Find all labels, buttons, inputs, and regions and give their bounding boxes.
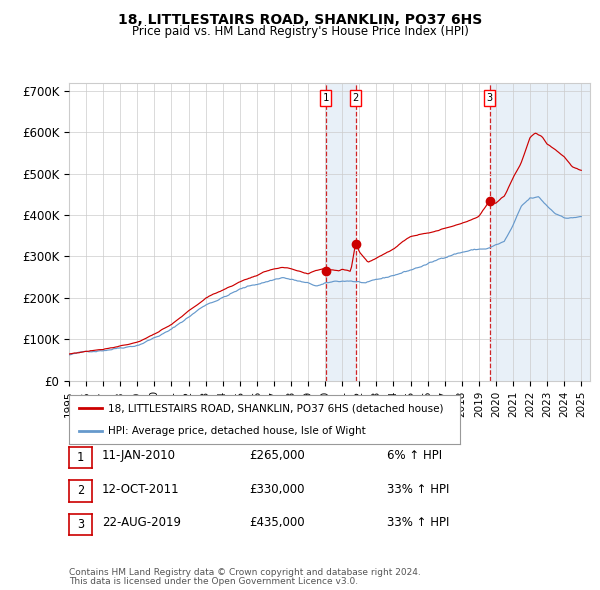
Text: £435,000: £435,000 [249,516,305,529]
Text: 22-AUG-2019: 22-AUG-2019 [102,516,181,529]
Text: 2: 2 [353,93,359,103]
Text: 3: 3 [487,93,493,103]
Text: Contains HM Land Registry data © Crown copyright and database right 2024.: Contains HM Land Registry data © Crown c… [69,568,421,577]
Text: 18, LITTLESTAIRS ROAD, SHANKLIN, PO37 6HS (detached house): 18, LITTLESTAIRS ROAD, SHANKLIN, PO37 6H… [108,404,443,414]
Text: £265,000: £265,000 [249,449,305,462]
Text: 6% ↑ HPI: 6% ↑ HPI [387,449,442,462]
Text: Price paid vs. HM Land Registry's House Price Index (HPI): Price paid vs. HM Land Registry's House … [131,25,469,38]
Bar [490,83,590,381]
Text: 18, LITTLESTAIRS ROAD, SHANKLIN, PO37 6HS: 18, LITTLESTAIRS ROAD, SHANKLIN, PO37 6H… [118,13,482,27]
Text: HPI: Average price, detached house, Isle of Wight: HPI: Average price, detached house, Isle… [108,425,366,435]
Text: 33% ↑ HPI: 33% ↑ HPI [387,516,449,529]
Text: 33% ↑ HPI: 33% ↑ HPI [387,483,449,496]
Text: £330,000: £330,000 [249,483,305,496]
Text: This data is licensed under the Open Government Licence v3.0.: This data is licensed under the Open Gov… [69,578,358,586]
Text: 1: 1 [77,451,84,464]
Bar [326,83,356,381]
Text: 3: 3 [77,518,84,531]
Text: 12-OCT-2011: 12-OCT-2011 [102,483,179,496]
Text: 11-JAN-2010: 11-JAN-2010 [102,449,176,462]
Text: 1: 1 [323,93,329,103]
Text: 2: 2 [77,484,84,497]
